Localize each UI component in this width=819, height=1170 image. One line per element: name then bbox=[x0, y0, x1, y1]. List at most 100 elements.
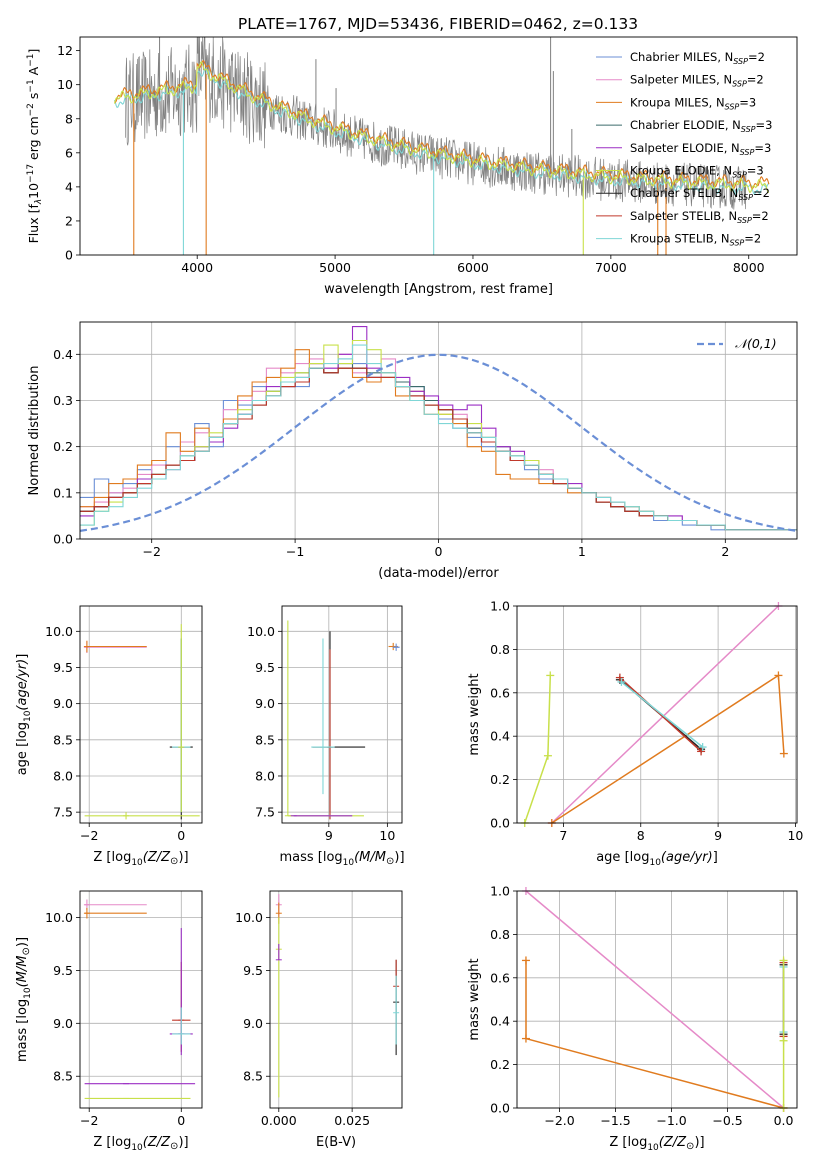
x-tick-label: 9 bbox=[325, 828, 333, 843]
mass-weight-series bbox=[615, 673, 706, 756]
y-tick-label: 10.0 bbox=[45, 624, 73, 639]
legend-label-sub: SSP bbox=[725, 102, 740, 111]
legend-label-tail: =2 bbox=[744, 232, 761, 246]
legend-label: Kroupa MILES, NSSP=3 bbox=[630, 95, 756, 111]
legend-label-base: Kroupa ELODIE, N bbox=[630, 164, 732, 178]
model-spectrum bbox=[114, 60, 770, 190]
axes-frame bbox=[79, 36, 798, 256]
y-tick-label: 1.0 bbox=[490, 599, 510, 614]
model-spectrum bbox=[113, 68, 770, 196]
legend-label-base: Kroupa MILES, N bbox=[630, 95, 725, 109]
y-tick-label: 9.5 bbox=[53, 660, 73, 675]
y-tick-label: 10.0 bbox=[247, 624, 275, 639]
x-tick-label: −1.5 bbox=[600, 1113, 630, 1128]
x-axis-label: E(B-V) bbox=[316, 1135, 356, 1150]
x-label-math: (M/M bbox=[354, 850, 386, 865]
y-tick-label: 9.0 bbox=[243, 1016, 263, 1031]
x-label-close: )] bbox=[178, 1135, 188, 1150]
x-label-close: )] bbox=[694, 1135, 704, 1150]
y-label-base: mass [log bbox=[15, 999, 30, 1062]
y-tick-label: 7.5 bbox=[255, 805, 275, 820]
series-line bbox=[619, 677, 702, 752]
x-label-base: mass [log bbox=[279, 850, 342, 865]
y-label-sub: 10 bbox=[23, 710, 33, 722]
x-label-base: Z [log bbox=[93, 850, 131, 865]
x-label-sub: 10 bbox=[649, 858, 661, 868]
y-tick-label: 8.0 bbox=[53, 768, 73, 783]
legend-label: Chabrier MILES, NSSP=2 bbox=[630, 50, 765, 66]
line-area bbox=[520, 602, 788, 827]
errorbar-point bbox=[84, 812, 200, 820]
x-axis-label: (data-model)/error bbox=[378, 566, 499, 581]
y-tick-label: 0.2 bbox=[490, 772, 510, 787]
axes-frame bbox=[516, 605, 798, 824]
errorbar-area bbox=[284, 620, 400, 820]
y-label-part: erg cm bbox=[26, 116, 41, 164]
x-tick-label: 0.0 bbox=[774, 1113, 794, 1128]
legend-label-tail: =2 bbox=[748, 50, 765, 64]
legend-label-sub: SSP bbox=[737, 216, 752, 225]
massweight-vs-Z-panel: −2.0 −1.5 −1.0 −0.5 0.0 0.0 0.2 0.4 0.6 0.8 1.0 Z [… bbox=[467, 884, 798, 1153]
y-label-sun: ⊙ bbox=[21, 947, 32, 955]
series-line bbox=[551, 605, 779, 824]
x-label-sun: ⊙ bbox=[170, 1141, 178, 1152]
spectrum-panel: 4000 5000 6000 7000 8000 0 2 4 6 8 10 12 wavelength … bbox=[26, 36, 798, 297]
x-label-math: (age/yr) bbox=[661, 850, 713, 865]
errorbar-point bbox=[83, 640, 147, 653]
y-axis-label: mass weight bbox=[467, 673, 482, 755]
mass-vs-Z-panel: −2 08.59.09.510.0Z [log10(Z/Z⊙)]mass [log… bbox=[15, 890, 203, 1153]
y-label-part: Flux [f bbox=[26, 204, 41, 244]
x-label-sub: 10 bbox=[343, 858, 355, 868]
series-line bbox=[620, 681, 704, 748]
axes-frame bbox=[79, 890, 203, 1109]
y-tick-label: 12 bbox=[57, 43, 73, 58]
legend-label-tail: =2 bbox=[752, 209, 769, 223]
errorbar-area bbox=[83, 624, 200, 820]
x-label-sun: ⊙ bbox=[386, 856, 394, 867]
series-line bbox=[525, 890, 785, 1109]
x-axis-label: mass [log10(M/M⊙)] bbox=[279, 850, 404, 868]
y-tick-label: 9.0 bbox=[53, 1016, 73, 1031]
line-area bbox=[521, 887, 788, 1112]
x-tick-label: 7 bbox=[559, 828, 567, 843]
y-tick-label: 8 bbox=[65, 111, 73, 126]
y-tick-label: 10.0 bbox=[235, 910, 263, 925]
legend-label-base: Salpeter STELIB, N bbox=[630, 209, 737, 223]
y-tick-label: 0.4 bbox=[490, 1014, 510, 1029]
errorbar-point bbox=[393, 975, 400, 1045]
axes-frame bbox=[79, 321, 798, 540]
y-tick-label: 6 bbox=[65, 145, 73, 160]
x-tick-label: −1 bbox=[286, 544, 304, 559]
x-label-close: )] bbox=[394, 850, 404, 865]
x-tick-label: 6000 bbox=[457, 260, 489, 275]
y-tick-label: 0.8 bbox=[490, 642, 510, 657]
y-axis-label: Flux [fλ10−17 erg cm−2 s−1 A−1] bbox=[26, 49, 44, 244]
x-label-base: age [log bbox=[596, 850, 649, 865]
y-label-part: ] bbox=[26, 49, 41, 54]
x-label-sub: 10 bbox=[131, 858, 143, 868]
y-tick-label: 0.8 bbox=[490, 927, 510, 942]
y-tick-label: 0.1 bbox=[53, 485, 73, 500]
x-axis-label: Z [log10(Z/Z⊙)] bbox=[93, 1135, 188, 1153]
y-tick-label: 0.2 bbox=[490, 1057, 510, 1072]
errorbar-point bbox=[178, 624, 185, 813]
x-tick-label: −0.5 bbox=[712, 1113, 742, 1128]
panels-layer: 4000 5000 6000 7000 8000024681012wavelength … bbox=[15, 36, 803, 1153]
x-tick-label: 7000 bbox=[595, 260, 627, 275]
y-tick-label: 4 bbox=[65, 179, 73, 194]
y-label-close: ] bbox=[15, 654, 30, 659]
y-tick-label: 8.5 bbox=[53, 732, 73, 747]
errorbar-area bbox=[83, 899, 196, 1100]
y-tick-label: 9.5 bbox=[243, 963, 263, 978]
x-tick-label: −1.0 bbox=[656, 1113, 686, 1128]
y-tick-label: 0.0 bbox=[490, 1101, 510, 1116]
legend-label-sub: SSP bbox=[738, 193, 753, 202]
x-tick-label: 5000 bbox=[319, 260, 351, 275]
y-tick-label: 8.5 bbox=[243, 1069, 263, 1084]
model-spectrum bbox=[113, 61, 770, 194]
y-axis-label: mass weight bbox=[467, 958, 482, 1040]
x-label-math: (Z/Z bbox=[143, 850, 171, 865]
